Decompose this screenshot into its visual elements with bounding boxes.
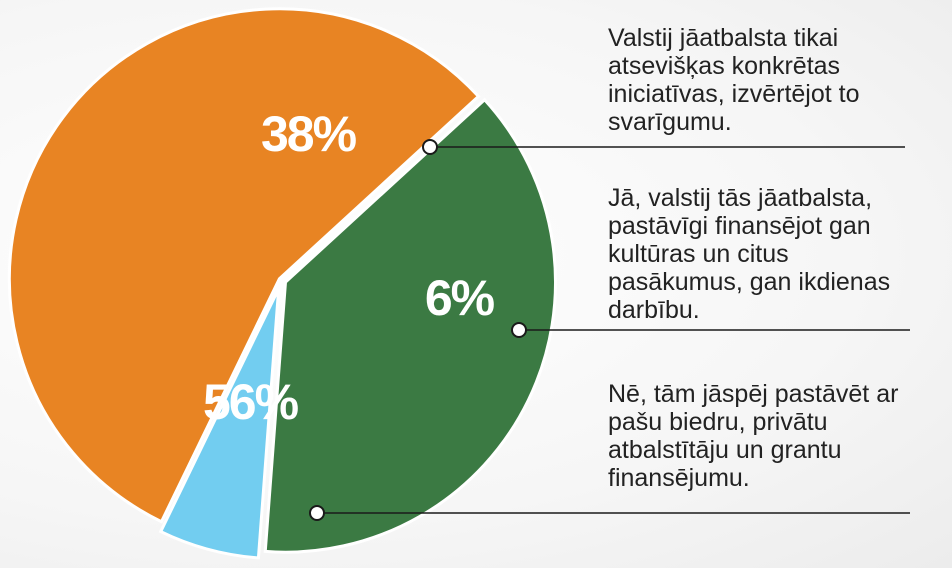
slice-value-label-0: 38%: [261, 106, 357, 162]
legend-text-0: Valstij jāatbalsta tikai atsevišķas konk…: [608, 24, 860, 136]
pie-slice-0: [263, 97, 557, 554]
slice-value-label-2: 56%: [203, 374, 299, 430]
leader-dot-1: [511, 322, 527, 338]
leader-dot-0: [422, 139, 438, 155]
leader-dot-2: [309, 505, 325, 521]
pie-slice-1: [158, 288, 281, 560]
slice-value-label-1: 6%: [425, 270, 495, 326]
pie-slice-2: [7, 7, 481, 524]
legend-text-2: Nē, tām jāspēj pastāvēt ar pašu biedru, …: [608, 380, 899, 492]
legend-text-1: Jā, valstij tās jāatbalsta, pastāvīgi fi…: [608, 184, 891, 324]
